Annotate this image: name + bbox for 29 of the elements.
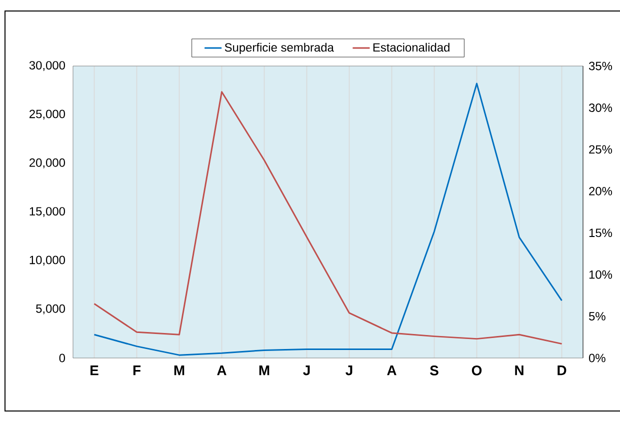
x-tick-label: J	[303, 366, 310, 376]
y-tick-label: 15,000	[30, 207, 66, 217]
y-tick-label: 0	[59, 354, 66, 362]
y-tick-label: 30,000	[29, 61, 66, 71]
y2-tick-label: 35%	[588, 62, 612, 70]
x-tick-label: J	[346, 366, 352, 376]
y2-tick-label: 30%	[588, 103, 612, 112]
y2-tick-label: 20%	[589, 186, 612, 196]
legend-label: Estacionalidad	[373, 42, 450, 52]
x-tick-label: M	[174, 366, 184, 376]
x-tick-label: O	[472, 366, 482, 376]
x-tick-label: N	[515, 366, 524, 376]
y-tick-label: 5,000	[36, 304, 66, 314]
x-tick-label: D	[558, 366, 566, 376]
x-tick-label: S	[430, 366, 438, 376]
y-tick-label: 10,000	[30, 256, 66, 266]
y-tick-label: 20,000	[30, 158, 66, 168]
x-tick-label: E	[90, 366, 98, 376]
x-tick-label: A	[387, 366, 396, 376]
x-tick-label: F	[133, 366, 141, 376]
y2-tick-label: 0%	[588, 354, 606, 362]
y2-tick-label: 5%	[589, 312, 606, 320]
x-tick-label: A	[217, 366, 226, 376]
y2-tick-label: 10%	[589, 270, 612, 279]
legend-label: Superficie sembrada	[224, 42, 334, 54]
y-tick-label: 25,000	[30, 110, 66, 120]
y2-tick-label: 25%	[589, 145, 612, 154]
x-tick-label: M	[259, 366, 270, 376]
y2-tick-label: 15%	[589, 228, 612, 238]
